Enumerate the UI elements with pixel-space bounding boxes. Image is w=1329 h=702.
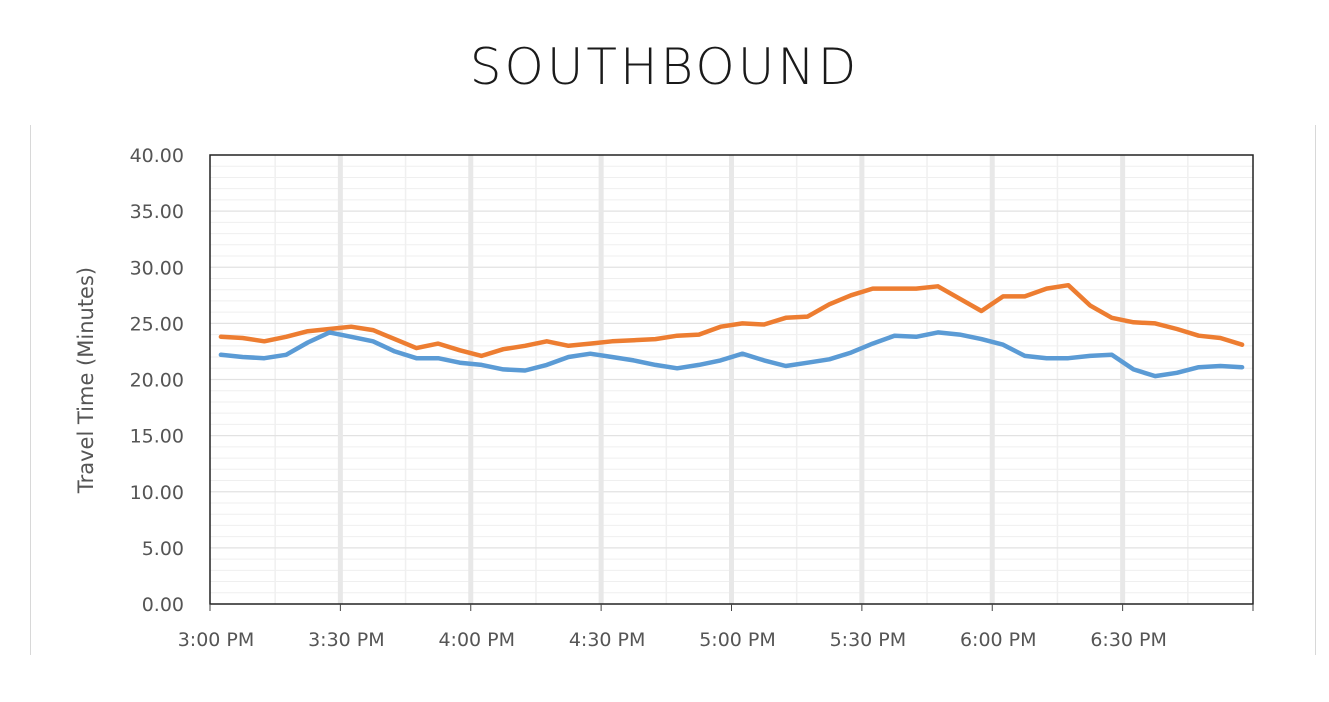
- y-tick-label: 30.00: [130, 257, 184, 279]
- y-tick-label: 10.00: [130, 482, 184, 504]
- x-tick-label: 4:30 PM: [569, 629, 646, 651]
- series-line-blue: [218, 330, 1245, 379]
- y-tick-label: 0.00: [142, 594, 184, 616]
- y-axis-label: Travel Time (Minutes): [74, 267, 98, 494]
- x-tick-label: 3:30 PM: [308, 629, 385, 651]
- major-gridlines: [210, 155, 1253, 604]
- x-tick-label: 6:30 PM: [1090, 629, 1167, 651]
- right-frame-line: [1315, 125, 1316, 655]
- left-frame-line: [30, 125, 31, 655]
- x-tick-label: 5:00 PM: [699, 629, 776, 651]
- x-tick-label: 5:30 PM: [830, 629, 907, 651]
- series-lines: [218, 282, 1245, 379]
- series-line-orange: [218, 282, 1245, 359]
- x-tick-label: 3:00 PM: [178, 629, 255, 651]
- y-tick-label: 25.00: [130, 313, 184, 335]
- x-axis-ticks: 3:00 PM 3:30 PM 4:00 PM 4:30 PM 5:00 PM 5:30 …: [178, 604, 1254, 651]
- x-tick-label: 4:00 PM: [438, 629, 515, 651]
- y-tick-label: 5.00: [142, 538, 184, 560]
- y-tick-label: 20.00: [130, 370, 184, 392]
- y-tick-label: 15.00: [130, 426, 184, 448]
- y-tick-label: 35.00: [130, 201, 184, 223]
- chart-title: SOUTHBOUND: [469, 38, 860, 96]
- y-tick-label: 40.00: [130, 145, 184, 167]
- y-axis-ticks: 0.00 5.00 10.00 15.00 20.00 25.00 30.00 35.00 40…: [130, 145, 184, 616]
- x-tick-label: 6:00 PM: [960, 629, 1037, 651]
